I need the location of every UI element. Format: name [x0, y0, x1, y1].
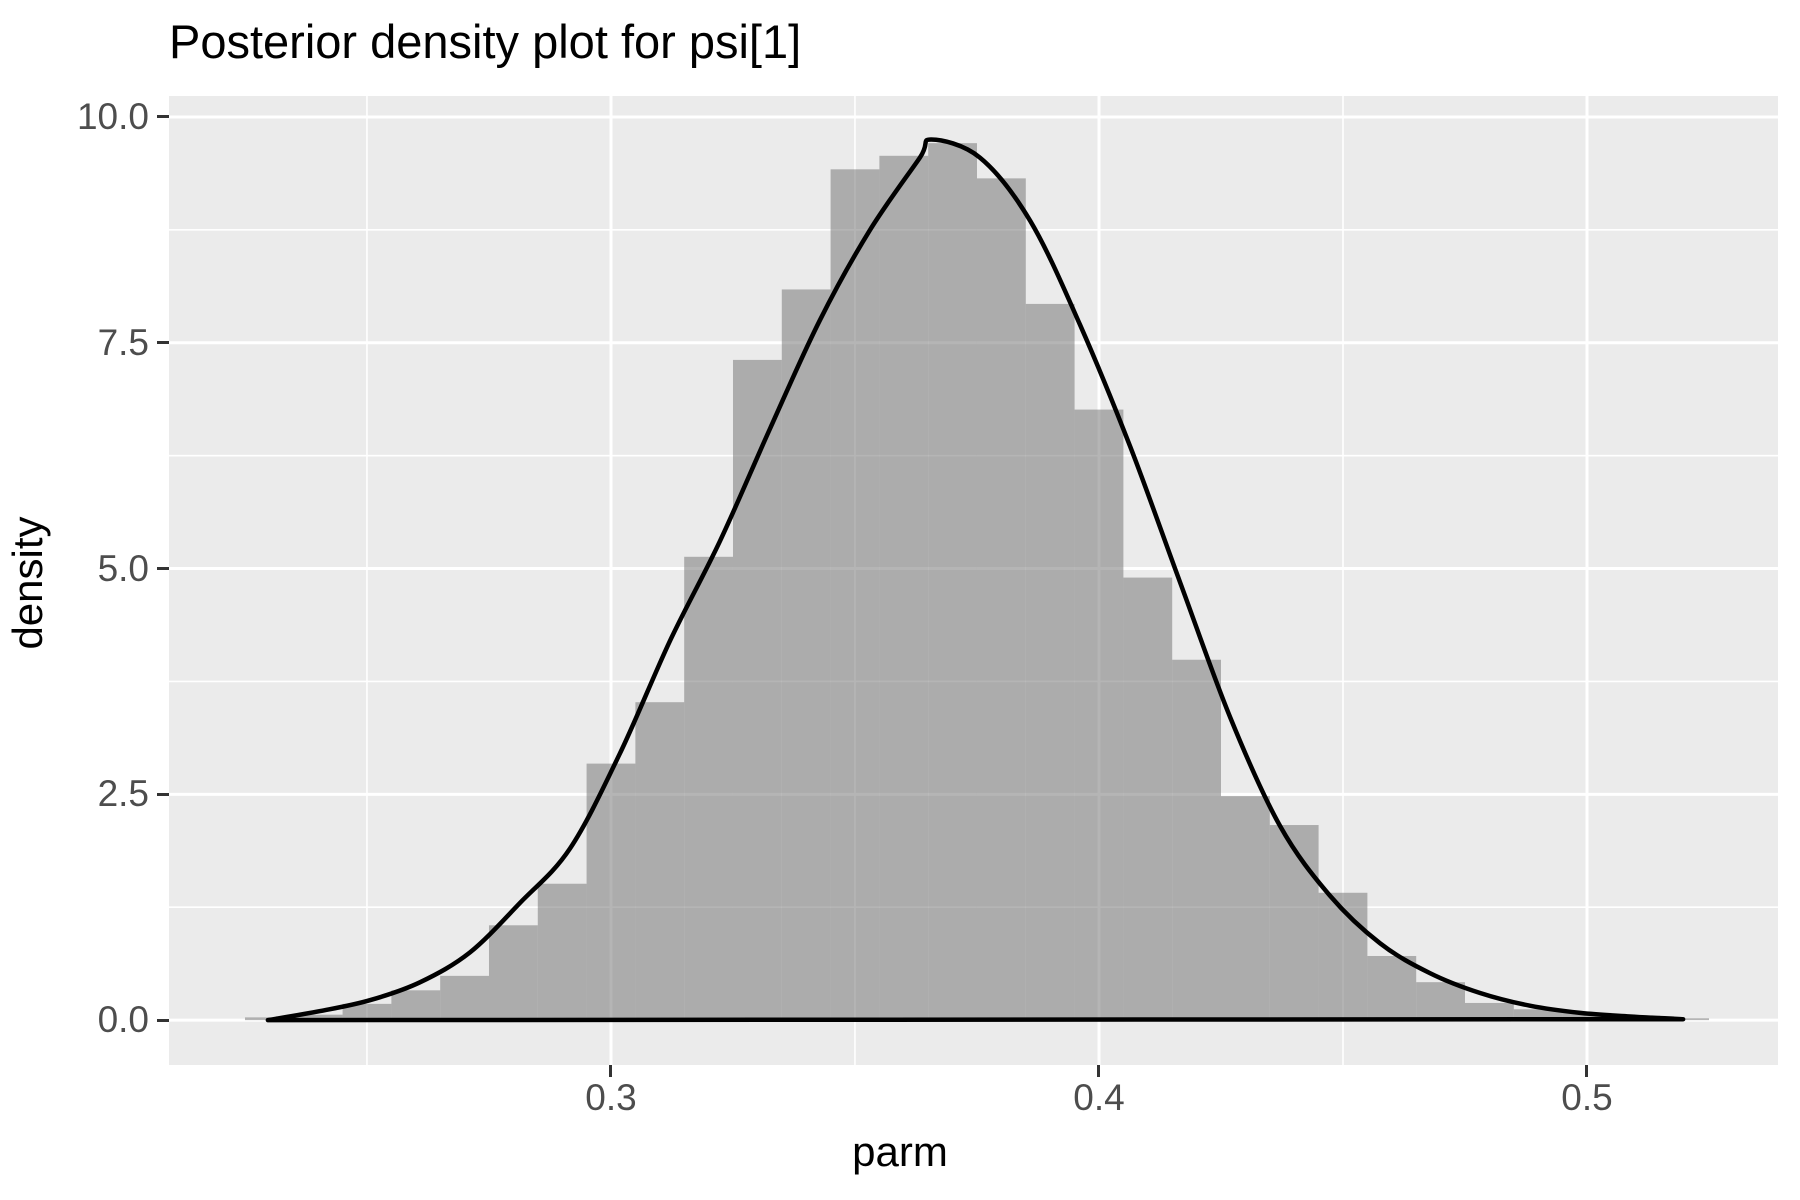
x-tick-label: 0.5: [1561, 1077, 1613, 1118]
histogram-bar: [976, 178, 1026, 1021]
y-tick-mark: [157, 792, 169, 796]
histogram-bar: [1416, 982, 1465, 1021]
histogram-bar: [1074, 409, 1124, 1021]
x-tick-mark: [609, 1065, 613, 1077]
histogram-bar: [1123, 577, 1173, 1021]
x-tick-label: 0.4: [1073, 1077, 1125, 1118]
y-tick-mark: [157, 341, 169, 345]
plot-title: Posterior density plot for psi[1]: [169, 15, 802, 68]
histogram-bar: [1367, 955, 1417, 1021]
histogram-bar: [342, 1003, 392, 1021]
chart-canvas: [169, 96, 1778, 1065]
y-axis-title: density: [4, 516, 51, 650]
x-tick-mark: [1585, 1065, 1589, 1077]
histogram-bar: [928, 143, 977, 1021]
histogram-bar: [391, 990, 441, 1021]
histogram-bar: [1172, 659, 1221, 1021]
histogram-bar: [684, 556, 733, 1021]
histogram-bar: [781, 289, 831, 1021]
histogram-bar: [1464, 1002, 1514, 1021]
y-tick-label: 0.0: [97, 999, 149, 1041]
histogram-bar: [732, 359, 782, 1021]
histogram-bar: [879, 155, 929, 1021]
x-tick-label: 0.3: [585, 1077, 637, 1118]
y-tick-mark: [157, 115, 169, 119]
y-tick-mark: [157, 567, 169, 571]
y-tick-label: 7.5: [97, 321, 149, 363]
y-tick-label: 2.5: [97, 773, 149, 815]
histogram-bar: [1269, 825, 1319, 1021]
histogram-bar: [635, 702, 685, 1021]
histogram-bar: [1220, 796, 1270, 1021]
histogram-bar: [537, 883, 587, 1021]
y-tick-label: 5.0: [97, 547, 149, 589]
histogram-bar: [440, 975, 489, 1021]
histogram-bar: [1562, 1012, 1612, 1021]
y-tick-label: 10.0: [76, 95, 149, 137]
x-axis-title: parm: [852, 1128, 948, 1175]
histogram-bar: [488, 925, 538, 1021]
histogram-bar: [1318, 892, 1368, 1021]
y-tick-mark: [157, 1018, 169, 1022]
histogram-bar: [293, 1014, 343, 1021]
x-tick-mark: [1097, 1065, 1101, 1077]
histogram-bar: [1513, 1009, 1563, 1021]
histogram-bar: [1025, 303, 1075, 1021]
histogram-bar: [830, 169, 880, 1021]
density-curve: [265, 137, 1686, 1023]
